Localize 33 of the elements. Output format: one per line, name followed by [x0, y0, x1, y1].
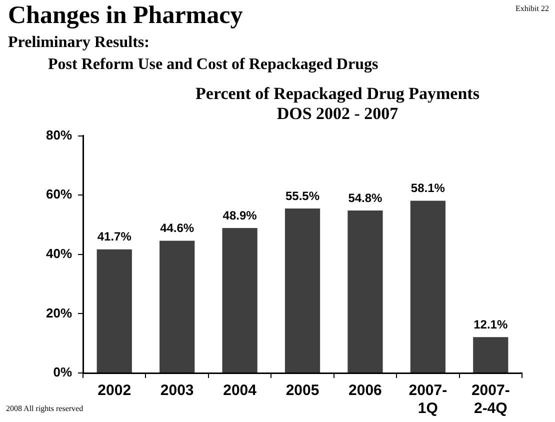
x-tick-label: 2004: [223, 382, 258, 400]
text: Percent of Repackaged Drug Payments: [194, 84, 480, 104]
x-tick-label: 2002: [98, 382, 132, 400]
bar: [160, 240, 195, 372]
y-tick-label: 0%: [53, 364, 72, 380]
data-label: 44.6%: [160, 221, 194, 236]
bar: [96, 249, 132, 372]
y-tick-label: 20%: [46, 305, 72, 320]
y-tick-label: 40%: [46, 246, 72, 261]
text: Exhibit 22: [515, 4, 549, 13]
data-label: 48.9%: [222, 208, 258, 222]
bar: [222, 228, 258, 372]
bar: [410, 200, 446, 372]
text: DOS 2002 - 2007: [276, 104, 400, 124]
chart-title: Changes in Pharmacy: [8, 2, 243, 30]
x-tick-label: 2006: [348, 382, 382, 400]
x-tick-label: 2007- 2-4Q: [471, 382, 510, 418]
bar: [348, 210, 383, 372]
bar: [284, 208, 320, 372]
data-label: 54.8%: [348, 190, 383, 205]
y-tick-label: 80%: [46, 127, 72, 142]
data-label: 55.5%: [285, 188, 320, 203]
text: Post Reform Use and Cost of Repackaged Drugs: [48, 56, 378, 74]
bar: [473, 337, 508, 372]
chart-subtitle: Preliminary Results:: [8, 34, 150, 52]
x-tick-label: 2005: [286, 382, 320, 400]
x-tick-label: 2003: [160, 382, 194, 400]
data-label: 58.1%: [410, 181, 446, 196]
data-label: 41.7%: [97, 230, 132, 244]
y-tick-label: 60%: [46, 186, 72, 202]
data-label: 12.1%: [474, 317, 508, 332]
text: 2008 All rights reserved: [6, 404, 84, 413]
x-tick-label: 2007- 1Q: [408, 382, 448, 418]
